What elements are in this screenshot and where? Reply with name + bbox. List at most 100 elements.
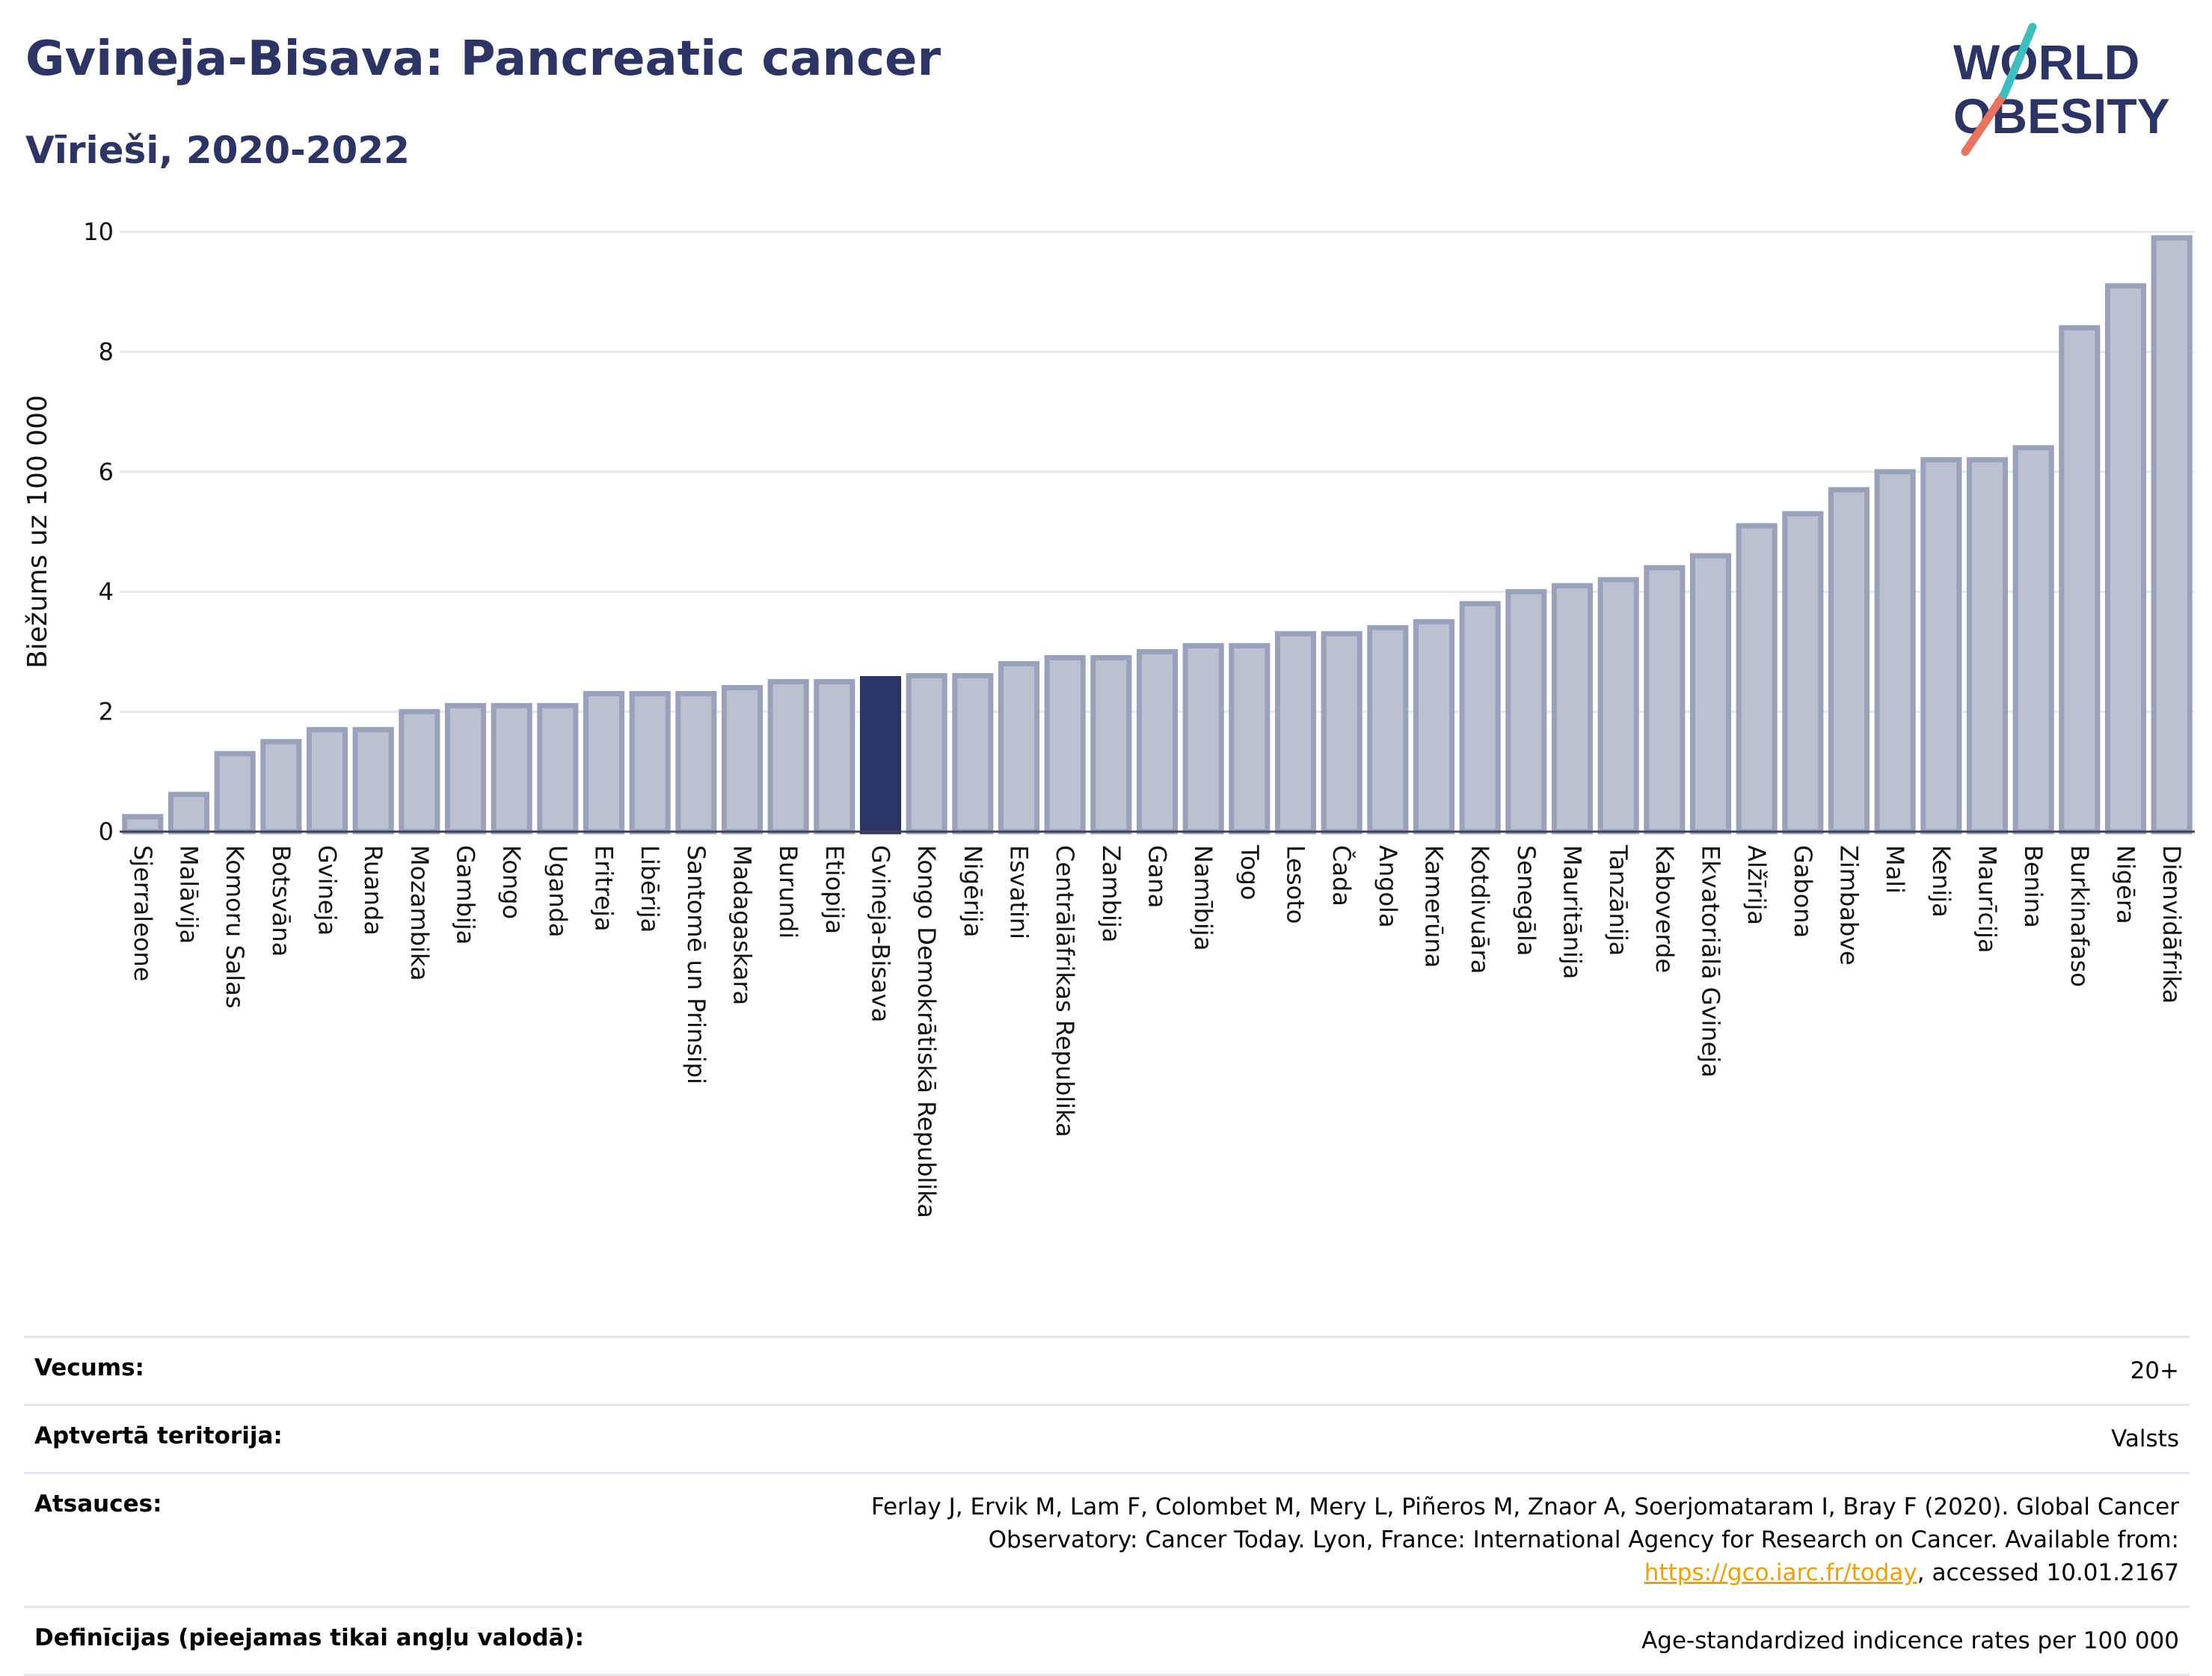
x-tick-label: Madagaskara	[728, 845, 757, 1005]
x-tick-label: Togo	[1235, 844, 1264, 900]
info-label: Definīcijas (pieejamas tikai angļu valod…	[24, 1606, 718, 1676]
x-tick-label: Sjerraleone	[129, 845, 157, 981]
page-title: Gvineja-Bisava: Pancreatic cancer	[25, 31, 941, 87]
x-tick-label: Komoru Salas	[221, 845, 249, 1008]
bar	[1136, 648, 1179, 835]
x-tick-label: Etiopija	[820, 845, 849, 934]
x-tick-label: Gvineja-Bisava	[867, 845, 895, 1022]
bar	[2151, 235, 2193, 835]
bar	[537, 703, 579, 835]
info-row-definitions: Definīcijas (pieejamas tikai angļu valod…	[24, 1606, 2190, 1676]
y-axis-ticks: 0 2 4 6 8 10	[83, 218, 114, 846]
bar	[1413, 618, 1455, 835]
x-tick-label: Angola	[1374, 845, 1402, 928]
x-tick-label: Mozambika	[405, 845, 434, 981]
bar	[1782, 511, 1824, 835]
x-tick-label: Santomē un Prinsipi	[682, 845, 710, 1084]
info-value: Ferlay J, Ervik M, Lam F, Colombet M, Me…	[718, 1472, 2190, 1607]
info-table: Vecums: 20+ Aptvertā teritorija: Valsts Ats…	[24, 1335, 2190, 1676]
bar	[444, 703, 487, 835]
bar	[2104, 283, 2147, 835]
info-value: 20+	[718, 1335, 2190, 1405]
x-tick-label: Centrālāfrikas Republika	[1051, 845, 1079, 1138]
bar	[2012, 445, 2054, 835]
info-label: Atsauces:	[24, 1472, 718, 1607]
x-tick-label: Nigēra	[2112, 845, 2140, 924]
x-tick-label: Benina	[2019, 845, 2047, 928]
x-tick-label: Ekvatoriālā Gvineja	[1697, 845, 1725, 1078]
logo-text-world: WORLD	[1953, 34, 2139, 90]
x-tick-label: Senegāla	[1512, 845, 1540, 956]
y-tick-label: 0	[99, 817, 114, 846]
reference-link[interactable]: https://gco.iarc.fr/today	[1644, 1559, 1917, 1587]
x-tick-label: Botsvāna	[267, 845, 295, 957]
logo-slash-teal	[2000, 22, 2037, 99]
x-tick-label: Namībija	[1189, 845, 1217, 951]
bar	[214, 751, 256, 835]
chart-bars	[122, 235, 2193, 835]
bar	[1736, 523, 1778, 835]
y-tick-label: 4	[99, 577, 114, 606]
x-tick-label: Kotdivuāra	[1466, 845, 1494, 974]
bar	[1689, 553, 1732, 835]
bar	[306, 727, 348, 835]
x-tick-label: Kenija	[1927, 845, 1956, 918]
world-obesity-logo: WORLD OBESITY	[1953, 22, 2170, 156]
bar	[1920, 457, 1962, 835]
x-tick-label: Mali	[1881, 845, 1909, 894]
page-subtitle: Vīrieši, 2020-2022	[25, 129, 410, 172]
bar	[1966, 457, 2009, 835]
y-tick-label: 6	[99, 458, 114, 486]
info-row: Aptvertā teritorija: Valsts	[24, 1404, 2190, 1473]
bar	[1229, 642, 1271, 835]
bar	[122, 814, 164, 835]
x-tick-label: Maurīcija	[1973, 845, 2002, 954]
x-tick-label: Kaboverde	[1650, 845, 1679, 973]
info-label: Vecums:	[24, 1335, 718, 1405]
x-tick-label: Kamerūna	[1420, 845, 1448, 968]
x-tick-label: Nigērija	[959, 845, 987, 937]
info-row-references: Atsauces: Ferlay J, Ervik M, Lam F, Colo…	[24, 1472, 2190, 1607]
bar	[952, 672, 994, 835]
bar	[1090, 654, 1132, 835]
bar	[1597, 577, 1639, 835]
bar	[1182, 642, 1224, 835]
bar	[906, 672, 947, 835]
bar	[859, 675, 902, 835]
x-tick-label: Tanzānija	[1604, 844, 1632, 956]
x-tick-label: Malāvija	[175, 845, 203, 944]
bar	[1505, 589, 1547, 835]
x-tick-label: Esvatini	[1005, 845, 1033, 939]
x-tick-label: Zimbabve	[1835, 845, 1864, 966]
bar	[1367, 624, 1409, 835]
bar-chart: 0 2 4 6 8 10 Sjerraleone Malāvija Komoru Salas B…	[22, 218, 2195, 1218]
x-tick-label: Ruanda	[359, 845, 387, 936]
bar	[1321, 630, 1362, 835]
x-tick-label: Libērija	[636, 845, 664, 933]
bar	[1874, 469, 1916, 835]
x-tick-label: Mauritānija	[1558, 845, 1587, 979]
y-tick-label: 10	[83, 218, 114, 246]
bar	[491, 703, 532, 835]
x-tick-label: Burundi	[774, 845, 802, 939]
x-tick-label: Lesoto	[1282, 845, 1310, 924]
y-tick-label: 8	[99, 337, 114, 366]
bar	[2059, 325, 2101, 835]
reference-accessed: , accessed 10.01.2167	[1917, 1559, 2179, 1587]
x-tick-label: Kongo Demokrātiskā Republika	[912, 845, 941, 1218]
info-row: Vecums: 20+	[24, 1335, 2190, 1405]
y-axis-label: Biežums uz 100 000	[22, 395, 53, 669]
info-label: Aptvertā teritorija:	[24, 1404, 718, 1473]
x-axis-ticks: Sjerraleone Malāvija Komoru Salas Botsvāna G…	[129, 844, 2186, 1218]
bar	[814, 679, 855, 835]
bar	[1828, 487, 1870, 835]
y-tick-label: 2	[99, 698, 114, 726]
reference-text: Ferlay J, Ervik M, Lam F, Colombet M, Me…	[870, 1494, 2179, 1554]
x-tick-label: Kongo	[497, 845, 526, 919]
logo-slash-red	[1961, 90, 2009, 156]
x-tick-label: Zambija	[1097, 845, 1125, 942]
x-tick-label: Čada	[1327, 845, 1357, 906]
x-tick-label: Gvineja	[313, 845, 342, 936]
bar	[675, 691, 717, 835]
x-tick-label: Alžīrija	[1742, 845, 1771, 925]
